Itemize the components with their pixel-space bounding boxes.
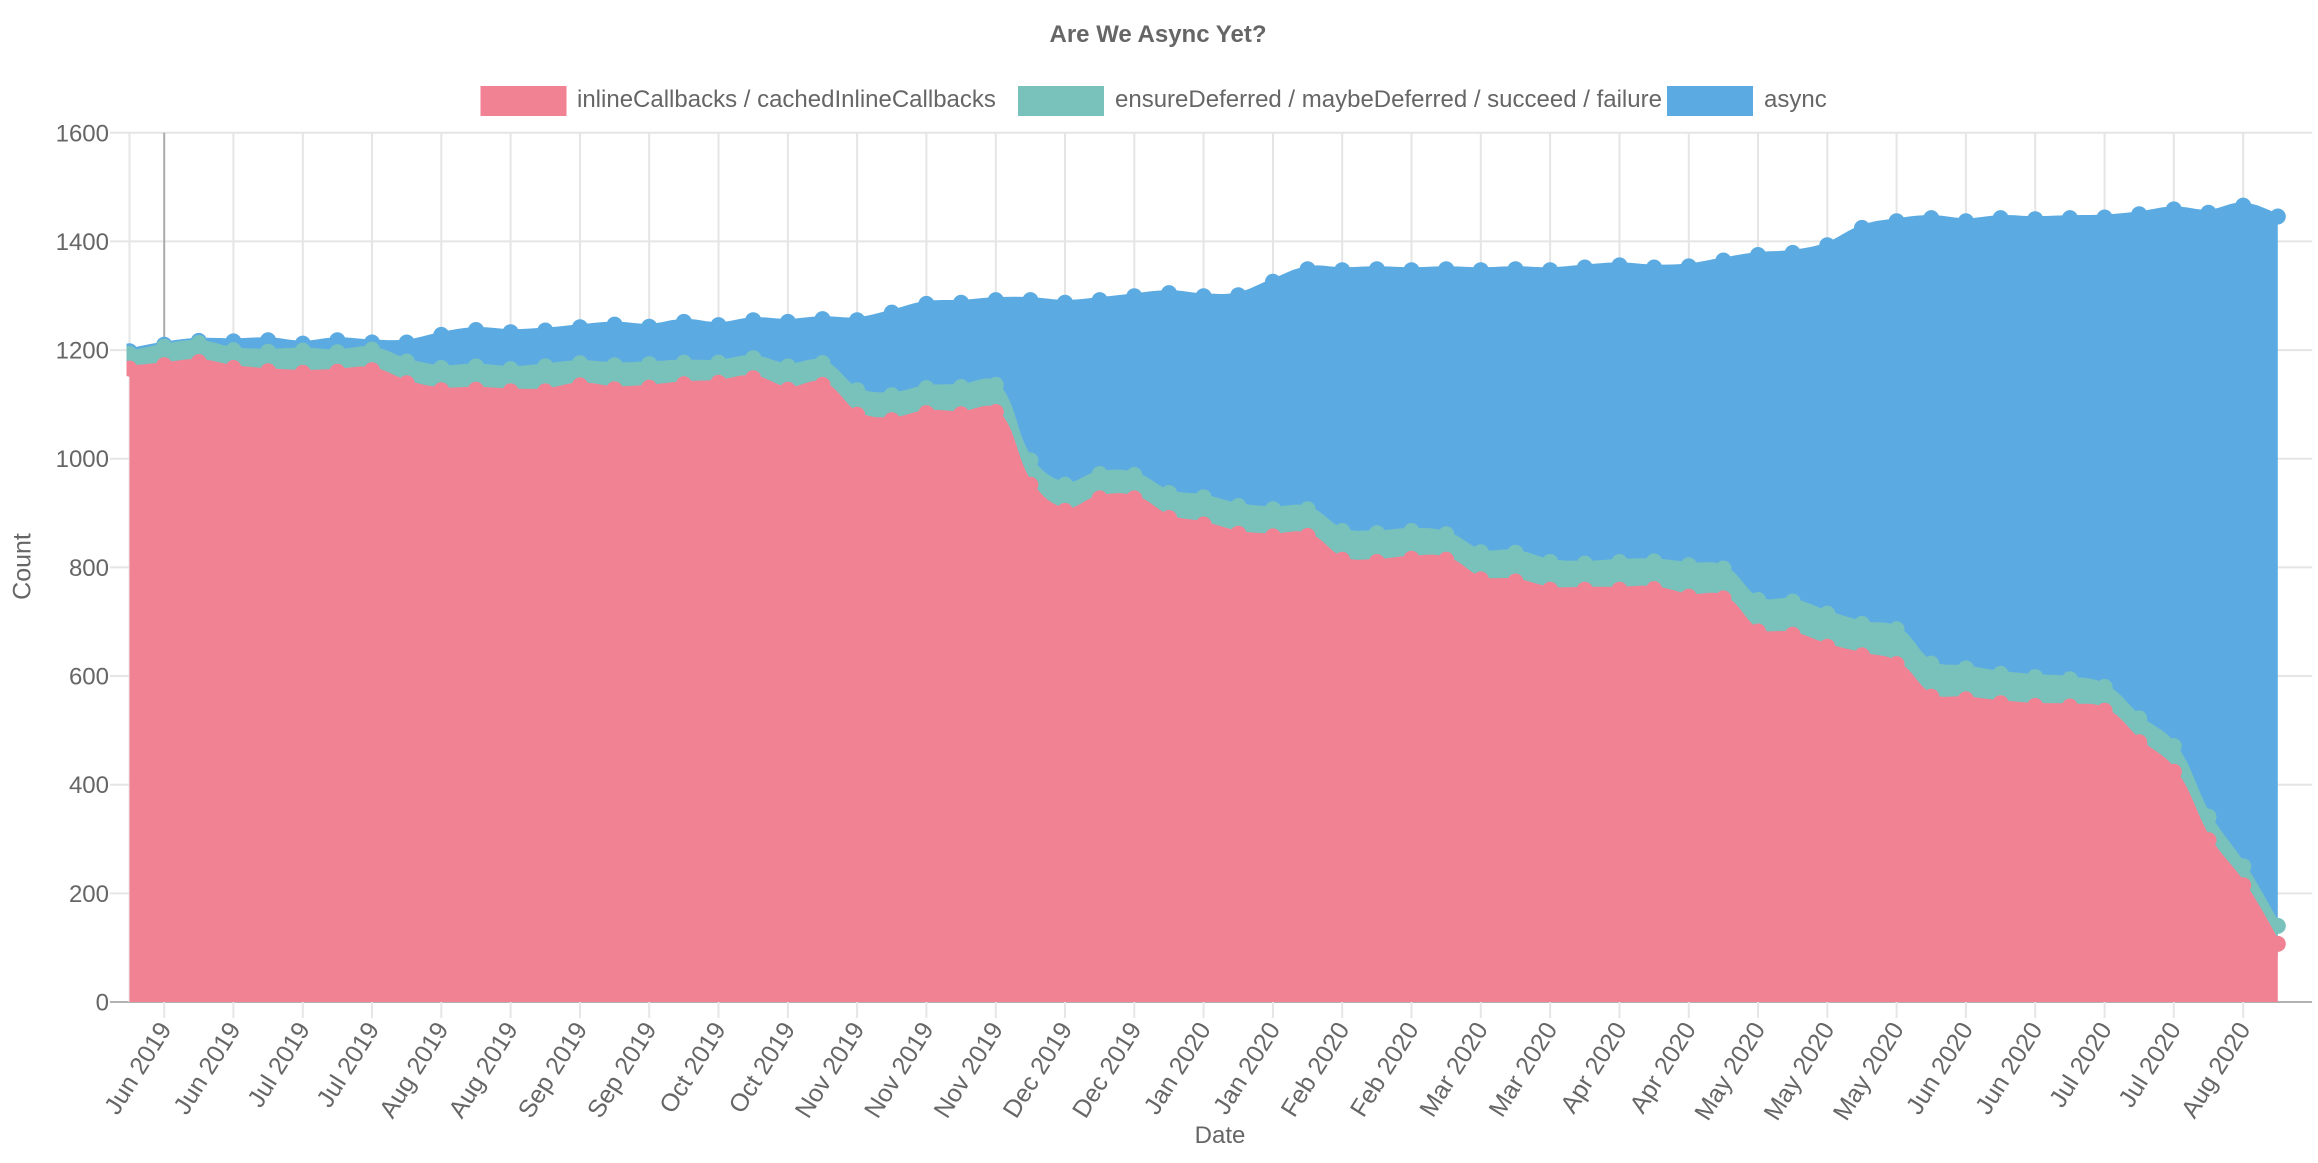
svg-text:0: 0 <box>96 990 109 1017</box>
svg-text:1000: 1000 <box>56 446 109 473</box>
svg-text:1200: 1200 <box>56 338 109 365</box>
svg-text:Are We Async Yet?: Are We Async Yet? <box>1050 21 1267 48</box>
svg-text:1400: 1400 <box>56 229 109 256</box>
svg-text:1600: 1600 <box>56 120 109 147</box>
svg-text:Count: Count <box>9 533 37 600</box>
svg-text:600: 600 <box>69 664 109 691</box>
svg-text:800: 800 <box>69 555 109 582</box>
svg-text:200: 200 <box>69 881 109 908</box>
svg-text:400: 400 <box>69 772 109 799</box>
svg-text:ensureDeferred / maybeDeferred: ensureDeferred / maybeDeferred / succeed… <box>1115 86 1662 113</box>
svg-text:async: async <box>1764 86 1827 113</box>
svg-text:Date: Date <box>1195 1122 1246 1149</box>
svg-text:inlineCallbacks / cachedInline: inlineCallbacks / cachedInlineCallbacks <box>577 86 996 113</box>
